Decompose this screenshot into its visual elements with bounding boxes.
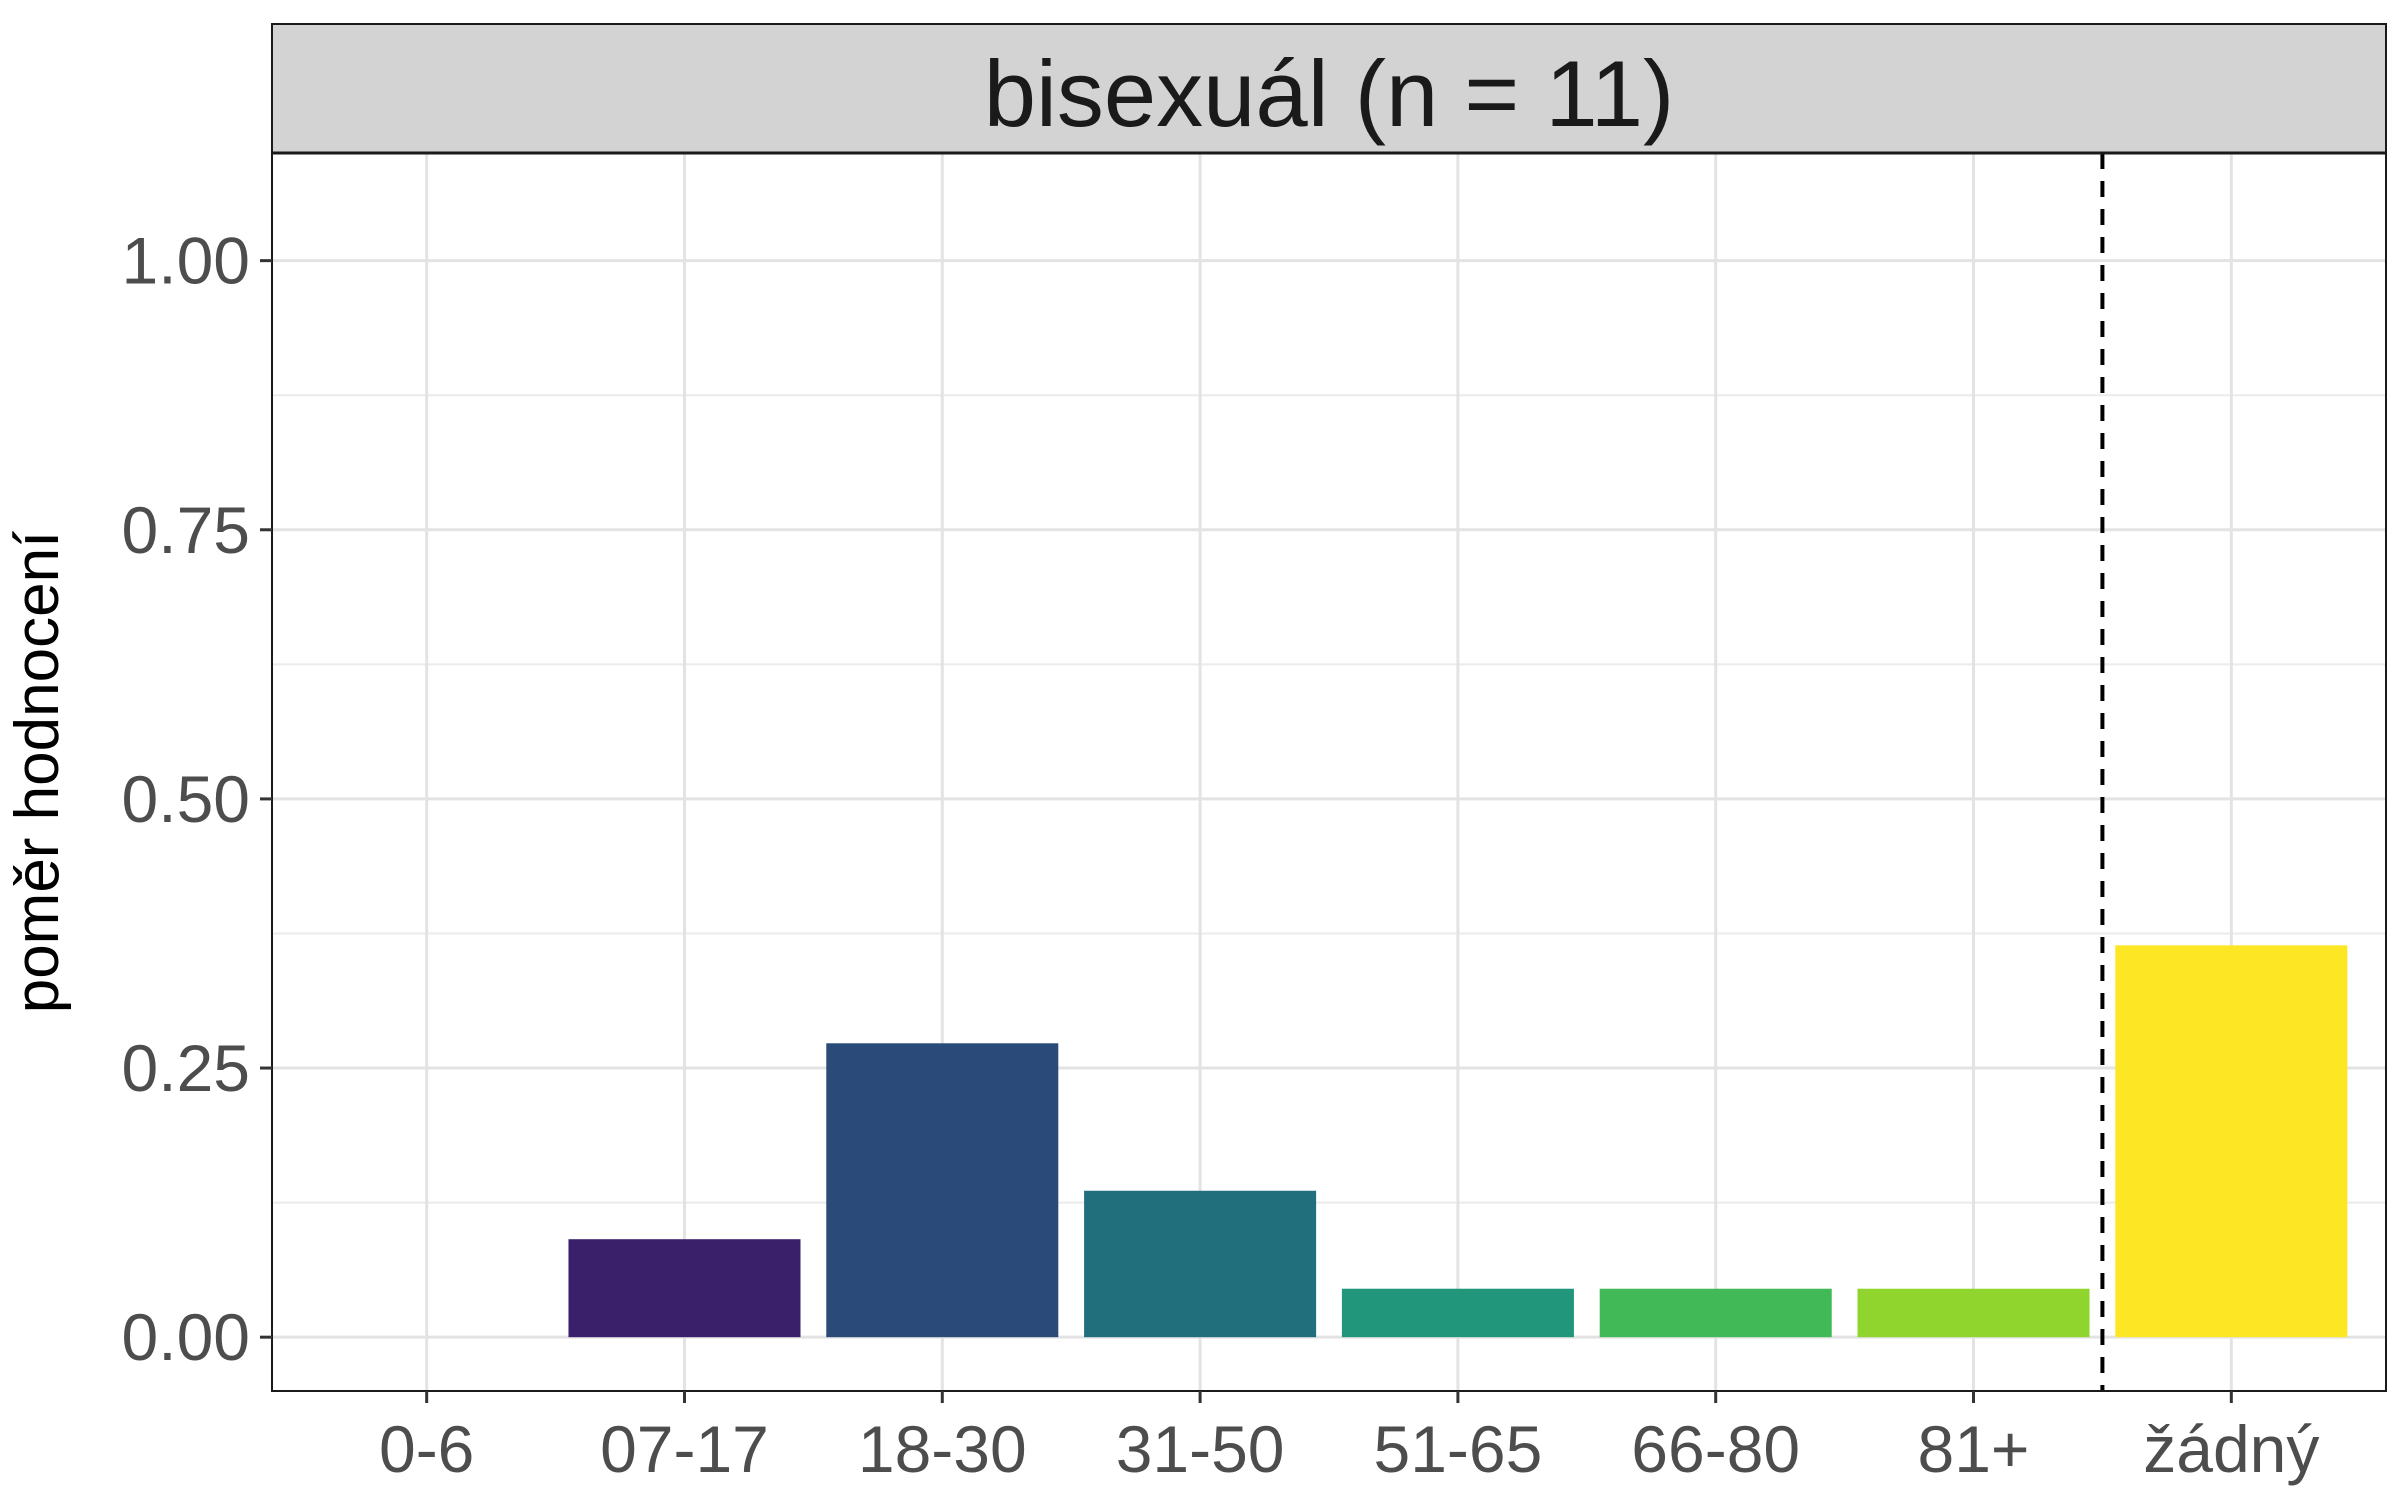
bar-18-30 [826, 1043, 1059, 1338]
plot-panel [272, 153, 2386, 1391]
x-tick-label: 07-17 [600, 1412, 769, 1486]
bar-66-80 [1599, 1288, 1832, 1338]
y-tick-label: 1.00 [122, 224, 250, 298]
y-axis-title: poměr hodnocení [3, 531, 72, 1014]
y-tick-label: 0.25 [122, 1031, 250, 1105]
y-tick-label: 0.75 [122, 493, 250, 567]
bar-žádný [2115, 945, 2348, 1338]
x-tick-label: 31-50 [1116, 1412, 1285, 1486]
bar-07-17 [568, 1239, 801, 1338]
x-tick-label: 0-6 [379, 1412, 474, 1486]
facet-strip [271, 23, 2387, 154]
bar-81+ [1857, 1288, 2090, 1338]
bar-51-65 [1341, 1288, 1574, 1338]
bars [568, 945, 2348, 1338]
y-axis: 0.00 0.25 0.50 0.75 1.00 [122, 224, 272, 1374]
grid-lines [272, 153, 2386, 1391]
x-axis: 0-6 07-17 18-30 31-50 51-65 66-80 81+ žádný [379, 1391, 2319, 1486]
x-tick-label: žádný [2143, 1412, 2319, 1486]
y-tick-label: 0.50 [122, 762, 250, 836]
y-tick-label: 0.00 [122, 1300, 250, 1374]
x-tick-label: 18-30 [858, 1412, 1027, 1486]
bar-31-50 [1084, 1190, 1317, 1338]
x-tick-label: 81+ [1918, 1412, 2030, 1486]
x-tick-label: 51-65 [1373, 1412, 1542, 1486]
x-tick-label: 66-80 [1631, 1412, 1800, 1486]
chart-title: bisexuál (n = 11) [984, 41, 1675, 146]
